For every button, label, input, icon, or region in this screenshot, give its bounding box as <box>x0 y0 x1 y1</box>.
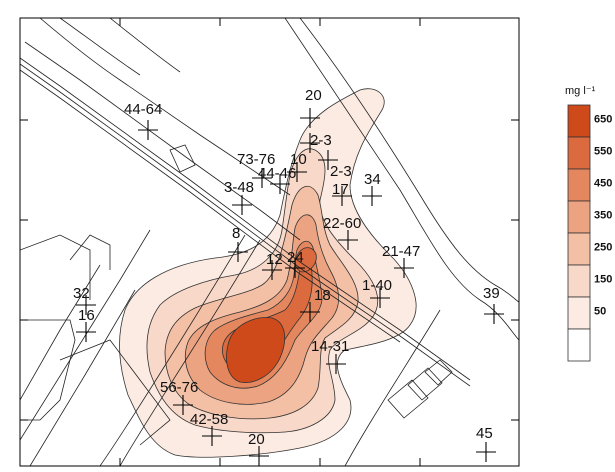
legend-label: 350 <box>594 210 612 222</box>
legend-swatch <box>567 296 591 330</box>
building-1 <box>387 379 429 419</box>
well-label: 20 <box>305 87 322 104</box>
well-label: 20 <box>248 431 265 448</box>
well-label: 2-3 <box>330 163 352 180</box>
infrastructure-layer <box>20 18 519 466</box>
well-marker: 10 <box>287 151 307 182</box>
well-label: 21-47 <box>382 243 420 260</box>
well-label: 8 <box>232 225 240 242</box>
well-label: 42-58 <box>190 411 228 428</box>
well-marker: 18 <box>300 287 331 322</box>
well-label: 32 <box>73 285 90 302</box>
road-south-diag-3 <box>20 264 101 401</box>
road-north-1 <box>39 18 291 196</box>
road-south-diag-1 <box>20 229 151 441</box>
well-marker: 39 <box>483 285 504 324</box>
well-marker: 16 <box>76 307 96 342</box>
legend-unit: mg l⁻¹ <box>565 85 596 97</box>
depot-building <box>169 144 196 173</box>
building-3 <box>424 359 453 386</box>
well-marker: 24 <box>285 249 305 278</box>
legend-swatch <box>567 328 591 362</box>
well-label: 45 <box>476 425 493 442</box>
well-label: 44-64 <box>124 101 162 118</box>
legend-label: 650 <box>594 114 612 126</box>
well-label: 73-76 <box>237 151 275 168</box>
well-marker: 73-76 <box>237 151 275 188</box>
well-marker: 14-31 <box>311 338 349 374</box>
well-marker: 20 <box>248 431 269 466</box>
well-marker: 3-48 <box>224 179 254 215</box>
well-label: 14-31 <box>311 338 349 355</box>
building-2 <box>407 367 443 401</box>
road-south-long-2 <box>99 234 246 466</box>
well-label: 22-60 <box>323 215 361 232</box>
well-marker: 32 <box>73 285 96 315</box>
well-marker: 2-3 <box>300 132 332 153</box>
well-marker: 56-76 <box>160 379 198 415</box>
legend: mg l⁻¹ 650 550 450 350 250 150 50 <box>565 85 612 362</box>
contour-550-hotspot <box>294 247 317 273</box>
legend-label: 550 <box>594 146 612 158</box>
well-marker: 17 <box>332 181 352 206</box>
well-label: 2-3 <box>310 132 332 149</box>
well-label: 1-40 <box>362 277 392 294</box>
well-marker: 12 <box>262 251 283 280</box>
well-label: 12 <box>266 251 283 268</box>
legend-label: 450 <box>594 178 612 190</box>
well-marker: 8 <box>228 225 248 262</box>
well-marker: 34 <box>362 171 382 206</box>
legend-swatch <box>567 168 591 202</box>
well-label: 44-46 <box>258 165 296 182</box>
contour-650 <box>226 317 286 383</box>
well-marker: 45 <box>476 425 496 462</box>
well-marker: 44-46 <box>258 165 296 194</box>
road-bottom-right <box>344 309 441 466</box>
road-north-2 <box>59 18 141 76</box>
road-south-diag-2 <box>29 289 136 466</box>
well-label: 39 <box>483 285 500 302</box>
road-east-curve-2 <box>299 18 519 303</box>
legend-label: 250 <box>594 242 612 254</box>
legend-swatch <box>567 200 591 234</box>
plot-outline-center <box>59 339 171 446</box>
well-marker: 1-40 <box>362 277 392 308</box>
well-marker: 20 <box>300 87 322 128</box>
well-label: 17 <box>332 181 349 198</box>
plot-outline-left <box>20 319 76 421</box>
map-frame <box>19 17 520 467</box>
station-area <box>69 234 111 270</box>
well-label: 34 <box>364 171 381 188</box>
road-south-long-1 <box>119 239 261 466</box>
legend-label: 150 <box>594 274 612 286</box>
legend-swatch <box>567 264 591 298</box>
well-marker: 21-47 <box>382 243 420 278</box>
railway-line-4 <box>24 41 301 241</box>
contour-layer <box>119 88 417 458</box>
well-marker: 42-58 <box>190 411 228 446</box>
legend-swatch <box>567 136 591 170</box>
well-marker: 2-3 <box>318 150 352 180</box>
well-label: 10 <box>290 151 307 168</box>
railway-line-3 <box>20 69 401 343</box>
railway-line-2 <box>20 63 471 387</box>
well-label: 16 <box>78 307 95 324</box>
well-label: 3-48 <box>224 179 254 196</box>
well-label: 24 <box>287 249 304 266</box>
plot-outline-west <box>20 234 91 300</box>
well-label: 56-76 <box>160 379 198 396</box>
railway-line-1 <box>20 57 471 381</box>
legend-swatch <box>567 232 591 266</box>
well-marker: 22-60 <box>323 215 361 250</box>
road-north-3 <box>109 18 181 73</box>
well-marker: 44-64 <box>124 101 162 140</box>
well-label: 18 <box>314 287 331 304</box>
legend-swatch <box>567 104 591 138</box>
legend-label: 50 <box>594 306 606 318</box>
